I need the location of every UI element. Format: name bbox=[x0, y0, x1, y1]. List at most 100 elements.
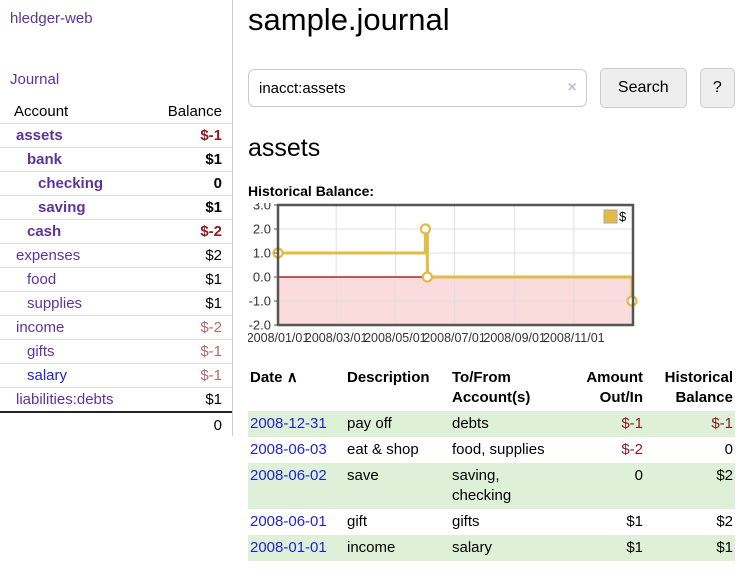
clear-search-icon[interactable]: × bbox=[567, 79, 577, 96]
svg-text:2008/01/01: 2008/01/01 bbox=[248, 331, 309, 345]
account-link[interactable]: expenses bbox=[16, 247, 81, 264]
transaction-amount: $-1 bbox=[621, 415, 643, 432]
transaction-balance: $2 bbox=[716, 467, 733, 484]
register-header-amount: Amount Out/In bbox=[586, 369, 643, 406]
transaction-date-link[interactable]: 2008-06-01 bbox=[250, 513, 327, 530]
journal-link[interactable]: Journal bbox=[10, 71, 60, 88]
transaction-amount: 0 bbox=[634, 467, 643, 484]
accounts-total-row: 0 bbox=[0, 411, 232, 438]
account-row: supplies $1 bbox=[0, 291, 232, 316]
search-form: × Search ? bbox=[248, 68, 735, 108]
account-row: gifts $-1 bbox=[0, 339, 232, 364]
account-link[interactable]: salary bbox=[27, 367, 68, 384]
transaction-description: save bbox=[347, 467, 379, 484]
svg-text:2008/05/01: 2008/05/01 bbox=[364, 331, 427, 345]
register-header-description: Description bbox=[347, 369, 430, 386]
transaction-row: 2008-06-01 gift gifts $1 $2 bbox=[248, 509, 735, 535]
transaction-description: eat & shop bbox=[347, 441, 419, 458]
account-balance: $1 bbox=[205, 199, 222, 216]
account-balance: $-1 bbox=[200, 127, 222, 144]
transaction-amount: $1 bbox=[626, 513, 643, 530]
account-balance: $1 bbox=[205, 151, 222, 168]
svg-text:2008/11/01: 2008/11/01 bbox=[543, 331, 605, 345]
transaction-description: income bbox=[347, 539, 396, 556]
account-balance: $-2 bbox=[200, 223, 222, 240]
account-row: expenses $2 bbox=[0, 243, 232, 268]
svg-text:1.0: 1.0 bbox=[253, 246, 271, 261]
chart-legend: $ bbox=[603, 209, 627, 224]
account-balance: $-1 bbox=[200, 343, 222, 360]
transaction-amount: $-2 bbox=[621, 441, 643, 458]
register-header-date[interactable]: Date ∧ bbox=[248, 365, 345, 411]
account-link[interactable]: bank bbox=[27, 151, 63, 168]
account-link[interactable]: cash bbox=[27, 223, 62, 240]
account-link[interactable]: checking bbox=[38, 175, 104, 192]
register-table: Date ∧ Description To/From Account(s) Am… bbox=[248, 365, 735, 561]
help-button[interactable]: ? bbox=[699, 68, 735, 108]
transaction-row: 2008-01-01 income salary $1 $1 bbox=[248, 535, 735, 561]
transaction-description: pay off bbox=[347, 415, 392, 432]
transaction-accounts: saving, checking bbox=[452, 467, 512, 504]
svg-text:2008/03/01: 2008/03/01 bbox=[305, 331, 368, 345]
transaction-amount: $1 bbox=[626, 539, 643, 556]
transaction-date-link[interactable]: 2008-06-03 bbox=[250, 441, 327, 458]
main-content: sample.journal × Search ? assets Histori… bbox=[247, 0, 735, 561]
account-balance: $1 bbox=[205, 295, 222, 312]
account-link[interactable]: food bbox=[27, 271, 57, 288]
app-title-link[interactable]: hledger-web bbox=[10, 10, 93, 27]
account-link[interactable]: income bbox=[16, 319, 65, 336]
account-row: salary $-1 bbox=[0, 363, 232, 388]
svg-text:-1.0: -1.0 bbox=[249, 294, 271, 309]
search-button[interactable]: Search bbox=[599, 68, 687, 108]
sidebar: hledger-web Journal Account Balance asse… bbox=[0, 0, 233, 438]
account-row: liabilities:debts $1 bbox=[0, 387, 232, 413]
account-row: food $1 bbox=[0, 267, 232, 292]
account-row: income $-2 bbox=[0, 315, 232, 340]
transaction-balance: $2 bbox=[716, 513, 733, 530]
transaction-balance: $1 bbox=[716, 539, 733, 556]
balance-chart: 3.0 2.0 1.0 0.0 -1.0 -2.0 2008/01/01 2008/03/01… bbox=[247, 198, 668, 355]
account-link[interactable]: assets bbox=[16, 127, 63, 144]
transaction-date-link[interactable]: 2008-01-01 bbox=[250, 539, 327, 556]
transaction-row: 2008-06-03 eat & shop food, supplies $-2 0 bbox=[248, 437, 735, 463]
account-row: assets $-1 bbox=[0, 123, 232, 148]
account-balance: $-1 bbox=[200, 367, 222, 384]
account-row: saving $1 bbox=[0, 195, 232, 220]
search-input[interactable] bbox=[248, 69, 587, 107]
transaction-accounts: debts bbox=[452, 415, 489, 432]
svg-text:2.0: 2.0 bbox=[253, 222, 271, 237]
account-row: checking 0 bbox=[0, 171, 232, 196]
svg-text:-2.0: -2.0 bbox=[249, 318, 271, 333]
account-balance: $1 bbox=[205, 391, 222, 408]
account-row: bank $1 bbox=[0, 147, 232, 172]
account-balance: $2 bbox=[205, 247, 222, 264]
accounts-total-value: 0 bbox=[148, 411, 232, 438]
svg-text:2008/07/01: 2008/07/01 bbox=[423, 331, 486, 345]
sort-asc-icon: ∧ bbox=[286, 369, 298, 386]
svg-text:2008/09/01: 2008/09/01 bbox=[483, 331, 546, 345]
register-header-date-label: Date bbox=[250, 369, 283, 386]
register-header-accounts: To/From Account(s) bbox=[452, 369, 531, 406]
accounts-header-balance: Balance bbox=[167, 103, 222, 120]
svg-text:0.0: 0.0 bbox=[253, 270, 271, 285]
account-balance: $-2 bbox=[200, 319, 222, 336]
transaction-accounts: gifts bbox=[452, 513, 480, 530]
svg-text:3.0: 3.0 bbox=[253, 203, 271, 213]
transaction-balance: 0 bbox=[724, 441, 733, 458]
accounts-table: Account Balance assets $-1 bank $1 checking 0… bbox=[0, 100, 232, 438]
page-title: sample.journal bbox=[248, 2, 450, 37]
transaction-accounts: food, supplies bbox=[452, 441, 545, 458]
account-link[interactable]: liabilities:debts bbox=[16, 391, 114, 408]
account-link[interactable]: supplies bbox=[27, 295, 83, 312]
chart-title: Historical Balance: bbox=[248, 183, 375, 199]
svg-text:$: $ bbox=[619, 209, 627, 224]
account-link[interactable]: gifts bbox=[27, 343, 55, 360]
accounts-header-account: Account bbox=[14, 103, 69, 120]
transaction-date-link[interactable]: 2008-12-31 bbox=[250, 415, 327, 432]
account-link[interactable]: saving bbox=[38, 199, 86, 216]
transaction-accounts: salary bbox=[452, 539, 493, 556]
account-heading: assets bbox=[248, 134, 321, 162]
register-header-balance: Historical Balance bbox=[664, 369, 733, 406]
register-header-row: Date ∧ Description To/From Account(s) Am… bbox=[248, 365, 735, 411]
transaction-date-link[interactable]: 2008-06-02 bbox=[250, 467, 327, 484]
